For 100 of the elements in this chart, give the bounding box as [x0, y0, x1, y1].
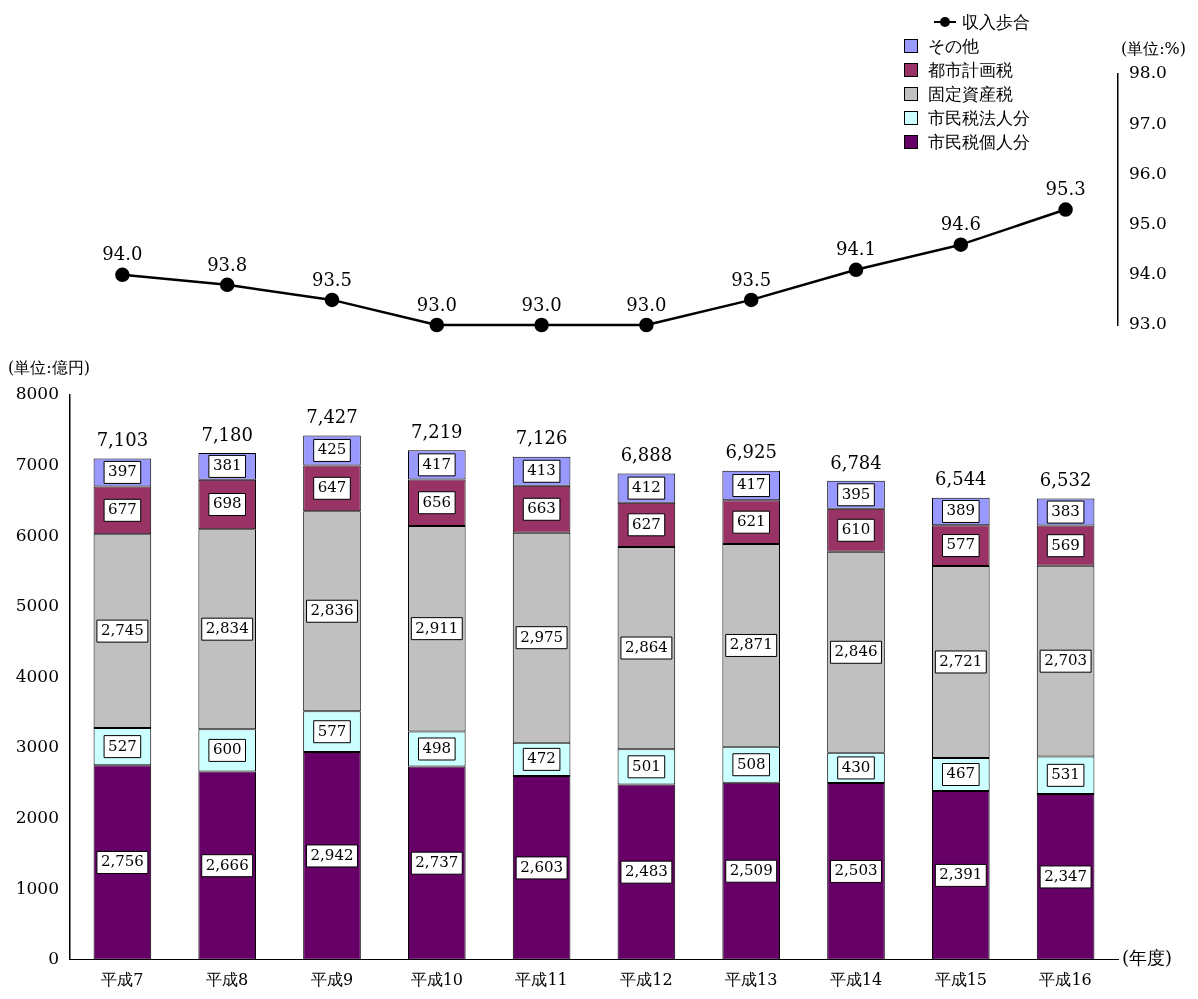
data-label: 2,834 [205, 619, 249, 638]
data-label: 656 [422, 492, 452, 511]
data-label: 2,756 [100, 852, 144, 871]
data-label: 95.3 [1045, 178, 1086, 200]
data-label: 610 [841, 520, 871, 539]
data-label: 397 [108, 462, 137, 481]
data-label: 2,391 [939, 865, 983, 884]
data-label: 663 [527, 499, 556, 518]
data-label: 93.5 [311, 268, 353, 290]
data-label: 93.8 [207, 253, 248, 275]
data-label: 2,503 [834, 861, 878, 880]
x-tick-label: 平成7 [101, 969, 144, 989]
legend-label: 都市計画税 [928, 59, 1013, 82]
y-tick-label: 98.0 [1129, 62, 1167, 83]
data-label: 94.1 [835, 238, 877, 260]
data-label: 412 [632, 478, 661, 497]
data-label: 2,483 [624, 862, 668, 881]
total-label: 7,126 [515, 427, 568, 449]
legend-label: 固定資産税 [928, 83, 1013, 106]
total-label: 7,427 [306, 406, 358, 428]
data-label: 93.5 [731, 268, 772, 290]
data-label: 2,975 [520, 627, 564, 646]
data-label: 577 [317, 721, 347, 740]
data-label: 93.0 [521, 293, 562, 315]
data-label: 430 [841, 757, 871, 776]
y-tick-label: 3000 [15, 736, 59, 757]
y-tick-label: 97.0 [1129, 112, 1167, 133]
y-tick-label: 4000 [15, 665, 59, 686]
data-label: 2,871 [729, 635, 773, 654]
data-label: 527 [108, 736, 137, 755]
x-tick-label: 平成14 [829, 969, 883, 989]
data-label: 417 [422, 454, 452, 473]
data-label: 577 [946, 535, 976, 554]
x-tick-label: 平成8 [206, 969, 249, 989]
data-label: 2,911 [415, 618, 459, 637]
x-tick-label: 平成10 [410, 969, 463, 989]
data-label: 2,509 [729, 861, 773, 880]
data-label: 2,347 [1044, 866, 1088, 885]
y-tick-label: 93.0 [1129, 313, 1167, 334]
total-label: 6,925 [725, 441, 777, 463]
total-label: 6,532 [1039, 469, 1092, 491]
data-label: 2,703 [1044, 651, 1088, 670]
y-axis-title: (単位:億円) [8, 358, 90, 378]
data-label: 677 [108, 500, 137, 519]
data-label: 2,603 [520, 857, 564, 876]
y-tick-label: 2000 [15, 807, 59, 828]
legend-label: 市民税個人分 [928, 131, 1030, 154]
data-label: 395 [841, 484, 871, 503]
data-label: 2,666 [205, 855, 249, 874]
data-label: 413 [527, 461, 556, 480]
data-label: 498 [422, 738, 452, 757]
data-label: 381 [212, 456, 242, 475]
y-tick-label: 8000 [15, 383, 59, 404]
legend-label: 収入歩合 [962, 11, 1030, 34]
data-label: 417 [736, 475, 766, 494]
data-label: 383 [1051, 501, 1080, 520]
data-label: 2,721 [939, 651, 983, 670]
x-tick-label: 平成13 [725, 969, 778, 989]
x-tick-label: 平成15 [934, 969, 987, 989]
data-label: 472 [527, 749, 556, 768]
y-tick-label: 96.0 [1129, 162, 1167, 183]
total-label: 7,103 [96, 429, 149, 451]
data-label: 508 [736, 754, 766, 773]
data-label: 2,737 [415, 853, 459, 872]
y-tick-label: 1000 [15, 877, 59, 898]
data-label: 647 [317, 478, 347, 497]
data-label: 2,942 [310, 845, 354, 864]
data-label: 2,836 [310, 601, 354, 620]
data-label: 569 [1051, 535, 1080, 554]
data-label: 627 [632, 514, 661, 533]
legend-label: 市民税法人分 [928, 107, 1030, 130]
y-tick-label: 95.0 [1129, 213, 1167, 234]
x-tick-label: 平成16 [1039, 969, 1092, 989]
data-label: 467 [946, 764, 976, 783]
data-label: 531 [1051, 765, 1080, 784]
data-label: 425 [317, 440, 347, 459]
y-axis-title: (単位:%) [1120, 39, 1186, 59]
x-tick-label: 平成12 [620, 969, 673, 989]
total-label: 6,784 [830, 451, 882, 473]
legend-label: その他 [928, 35, 979, 58]
y-tick-label: 6000 [15, 524, 59, 545]
y-tick-label: 0 [48, 948, 59, 969]
data-label: 600 [212, 740, 242, 759]
total-label: 7,219 [411, 420, 463, 442]
y-tick-label: 7000 [15, 454, 59, 475]
data-label: 94.6 [940, 213, 981, 235]
total-label: 6,888 [620, 444, 673, 466]
data-label: 2,864 [624, 637, 668, 656]
y-tick-label: 94.0 [1129, 263, 1167, 284]
total-label: 6,544 [935, 468, 987, 490]
x-tick-label: 平成11 [515, 969, 568, 989]
data-label: 501 [632, 756, 661, 775]
x-axis-title: (年度) [1122, 947, 1173, 969]
data-label: 2,846 [834, 642, 878, 661]
x-tick-label: 平成9 [310, 969, 354, 989]
data-label: 389 [946, 501, 976, 520]
data-label: 93.0 [626, 293, 667, 315]
data-label: 2,745 [100, 621, 144, 640]
total-label: 7,180 [201, 423, 253, 445]
y-tick-label: 5000 [15, 595, 59, 616]
